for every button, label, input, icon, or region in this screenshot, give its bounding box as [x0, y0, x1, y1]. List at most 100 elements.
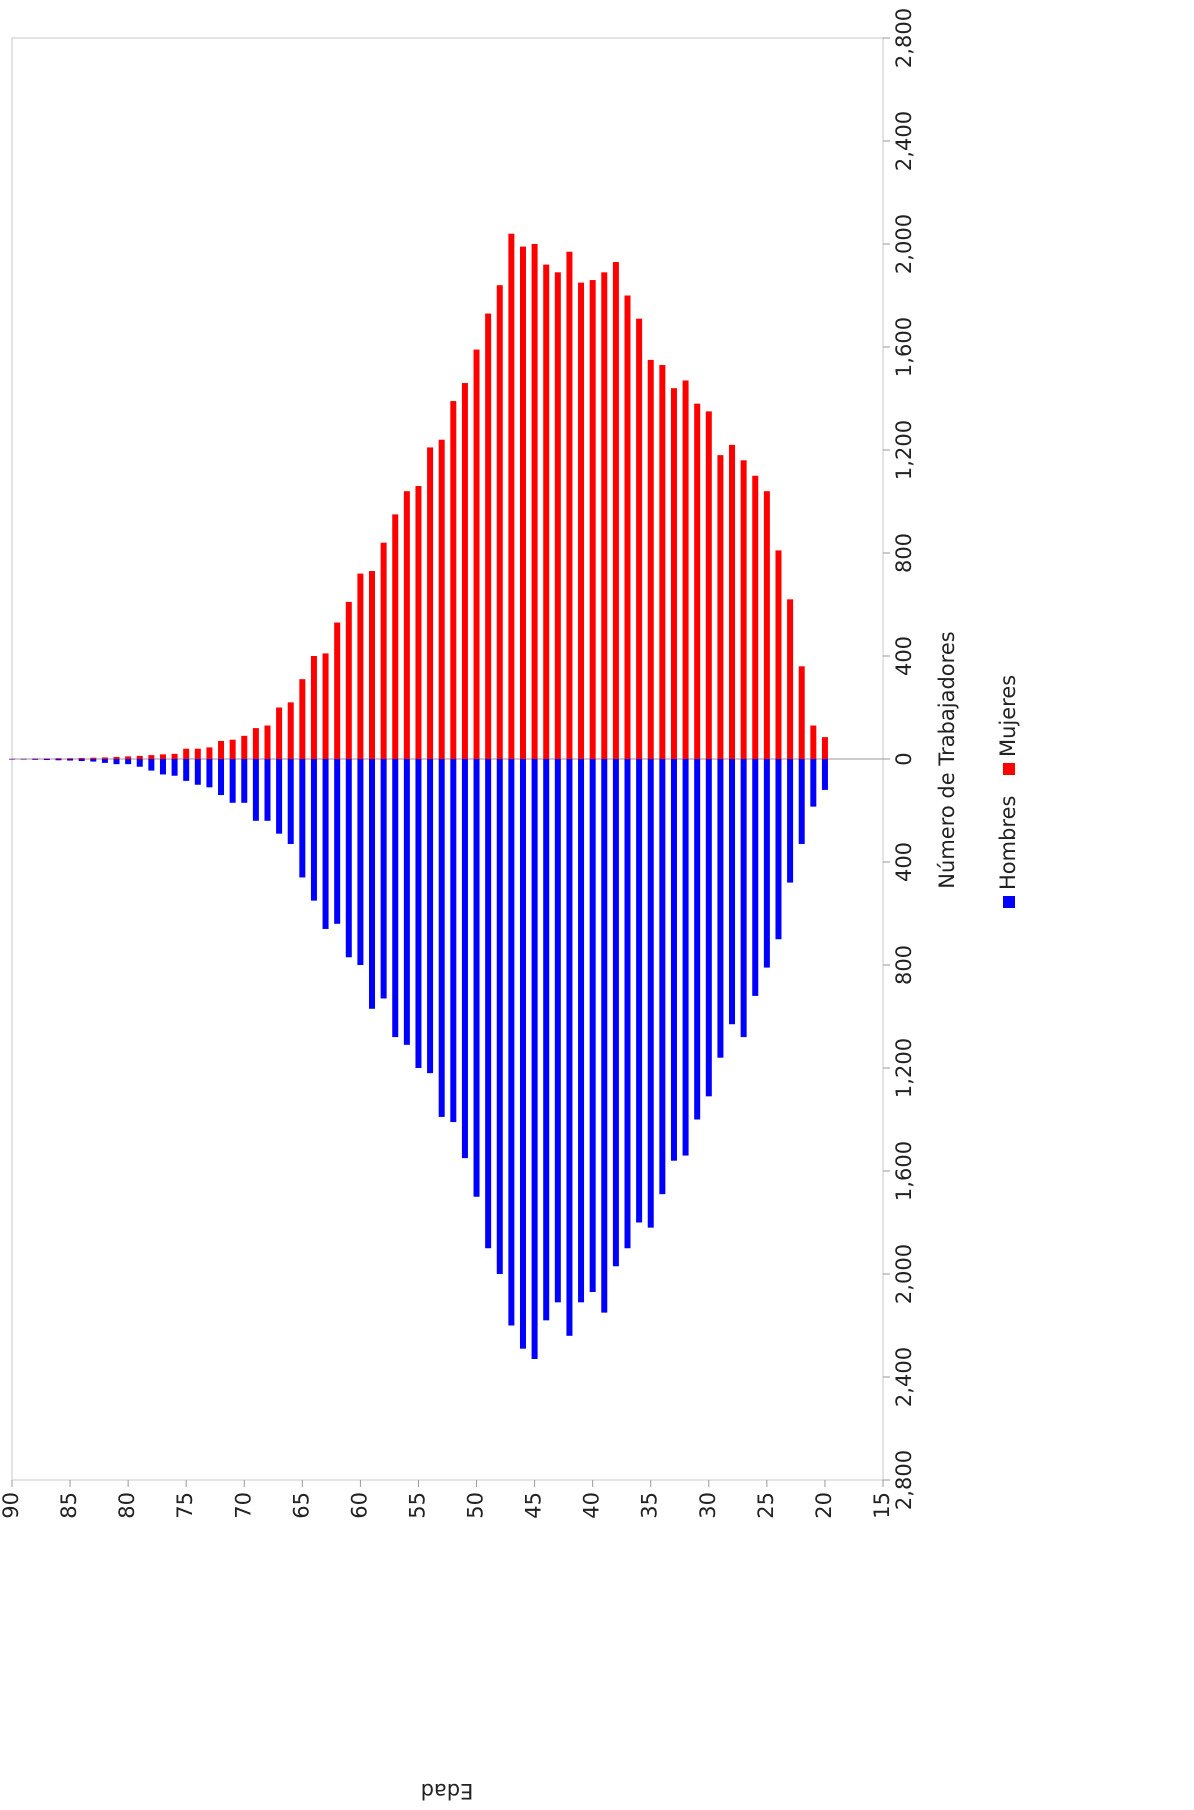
bar	[775, 759, 782, 940]
bar	[601, 759, 608, 1313]
bar	[380, 542, 387, 759]
bar	[392, 514, 399, 759]
bar	[159, 754, 166, 759]
bar	[682, 759, 689, 1156]
bar	[775, 550, 782, 759]
bar	[276, 759, 283, 834]
y-axis-label: Edad	[421, 1779, 474, 1803]
bar	[705, 411, 712, 759]
bar	[334, 622, 341, 759]
bar	[636, 759, 643, 1223]
bar	[670, 759, 677, 1161]
bar	[798, 666, 805, 759]
bar	[194, 748, 201, 759]
bar	[787, 599, 794, 759]
bar	[612, 262, 619, 759]
y-tick-label: 45	[522, 1492, 546, 1519]
bar	[78, 759, 85, 762]
bar	[345, 759, 352, 958]
y-tick-label: 50	[464, 1492, 488, 1519]
bar	[299, 679, 306, 759]
bar	[601, 272, 608, 759]
bar	[218, 740, 225, 759]
bar	[90, 757, 97, 759]
bar	[717, 455, 724, 759]
x-tick-label: 800	[892, 945, 916, 985]
bar	[496, 285, 503, 759]
bar	[554, 759, 561, 1303]
bar	[612, 759, 619, 1267]
bar	[136, 755, 143, 759]
bar	[427, 759, 434, 1074]
bar	[159, 759, 166, 775]
bar	[821, 759, 828, 790]
y-tick-label: 30	[696, 1492, 720, 1519]
bar	[636, 318, 643, 759]
bar	[531, 244, 538, 759]
bar	[740, 460, 747, 759]
bar	[194, 759, 201, 785]
x-tick-label: 0	[892, 752, 916, 765]
bar	[218, 759, 225, 796]
bar	[241, 735, 248, 759]
bar	[125, 756, 132, 759]
bar	[821, 737, 828, 759]
bar	[78, 757, 85, 759]
bar	[554, 272, 561, 759]
bar	[241, 759, 248, 803]
y-tick-label: 75	[173, 1492, 197, 1519]
bar	[345, 601, 352, 759]
bar	[55, 759, 62, 761]
bar	[322, 759, 329, 929]
bar	[148, 755, 155, 759]
bar	[357, 573, 364, 759]
y-tick-label: 35	[638, 1492, 662, 1519]
x-tick-label: 800	[892, 533, 916, 573]
x-tick-label: 1,200	[892, 1038, 916, 1098]
legend-swatch	[1003, 763, 1015, 775]
bar	[798, 759, 805, 844]
x-tick-label: 400	[892, 842, 916, 882]
bar	[694, 403, 701, 759]
legend-label: Mujeres	[996, 675, 1020, 757]
bar	[763, 491, 770, 759]
x-tick-label: 1,600	[892, 1141, 916, 1201]
y-tick-label: 90	[0, 1492, 23, 1519]
legend-swatch	[1003, 896, 1015, 908]
bar	[705, 759, 712, 1097]
bar	[752, 475, 759, 759]
bar	[287, 759, 294, 844]
x-tick-label: 1,200	[892, 420, 916, 480]
x-tick-label: 2,000	[892, 214, 916, 274]
bar	[624, 759, 631, 1249]
bar	[496, 759, 503, 1274]
bar	[810, 759, 817, 807]
bar	[566, 759, 573, 1336]
bar	[578, 282, 585, 759]
bar	[43, 758, 50, 759]
bar	[229, 759, 236, 803]
bar	[101, 759, 108, 763]
y-tick-label: 70	[231, 1492, 255, 1519]
bar	[485, 313, 492, 759]
bar	[380, 759, 387, 999]
y-tick-label: 60	[347, 1492, 371, 1519]
bar	[403, 759, 410, 1045]
x-tick-label: 1,600	[892, 317, 916, 377]
bar	[578, 759, 585, 1303]
x-tick-label: 2,400	[892, 1347, 916, 1407]
bar	[752, 759, 759, 996]
bar	[55, 758, 62, 759]
bar	[276, 707, 283, 759]
bar	[531, 759, 538, 1359]
bar	[20, 759, 27, 760]
bar	[694, 759, 701, 1120]
x-axis-label: Número de Trabajadores	[935, 631, 959, 888]
bar	[670, 388, 677, 759]
bar	[438, 759, 445, 1117]
bar	[310, 656, 317, 759]
bar	[125, 759, 132, 765]
bar	[287, 702, 294, 759]
x-tick-label: 400	[892, 636, 916, 676]
